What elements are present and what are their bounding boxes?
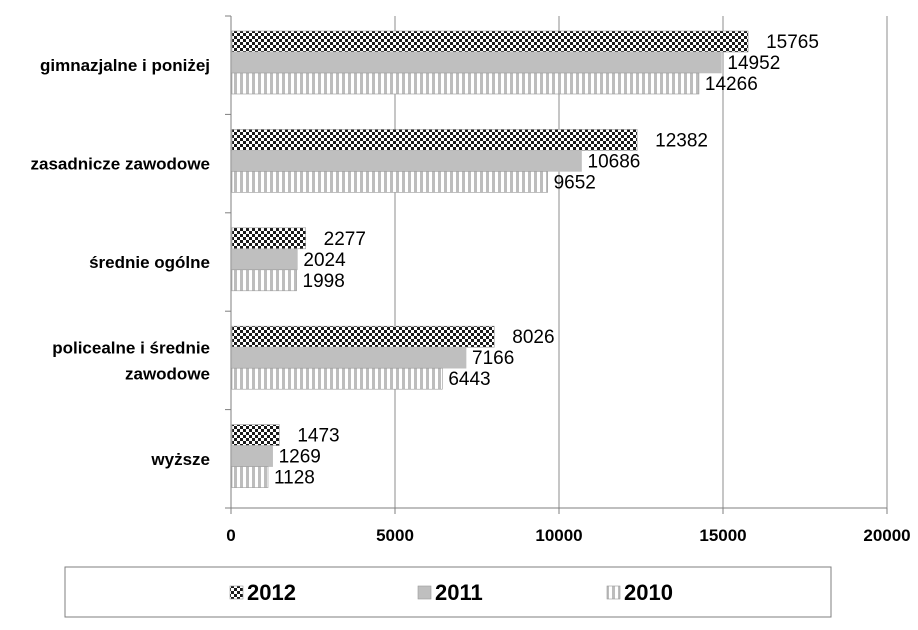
category-label: zasadnicze zawodowe xyxy=(31,155,211,174)
bar-2012 xyxy=(231,227,306,250)
labels: 0 5000 10000 15000 20000 gimnazjalne i poniże… xyxy=(31,32,911,545)
bar-2010 xyxy=(231,367,443,390)
bar-2010 xyxy=(231,72,700,95)
category-label: średnie ogólne xyxy=(89,253,210,272)
data-label: 14266 xyxy=(705,74,758,95)
x-tick-label: 5000 xyxy=(376,526,414,545)
bar-2011 xyxy=(231,51,722,74)
data-label: 1998 xyxy=(303,271,345,292)
bar-2011 xyxy=(231,150,582,172)
legend-label: 2010 xyxy=(624,580,673,605)
data-label: 1128 xyxy=(274,468,315,489)
bar-2011 xyxy=(231,445,273,467)
data-label: 6443 xyxy=(448,369,490,390)
legend-swatch-2011 xyxy=(417,585,432,600)
bar-2012 xyxy=(231,30,749,53)
category-label: wyższe xyxy=(150,450,210,469)
bar-2012 xyxy=(231,325,495,348)
bar-2011 xyxy=(231,346,467,369)
legend-swatch-2010 xyxy=(606,585,621,600)
data-label: 10686 xyxy=(588,151,641,172)
category-label: policealne i średnie zawodowe xyxy=(52,338,210,383)
data-label: 1473 xyxy=(297,426,339,447)
data-label: 9652 xyxy=(554,172,596,193)
data-label: 8026 xyxy=(512,327,554,348)
gridlines xyxy=(394,16,888,508)
data-label: 12382 xyxy=(655,130,708,151)
bar-2011 xyxy=(231,248,298,271)
data-label: 7166 xyxy=(472,348,514,369)
legend: 2012 2011 2010 xyxy=(64,566,832,618)
bar-2010 xyxy=(231,466,269,488)
bars xyxy=(231,30,749,488)
bar-2010 xyxy=(231,269,297,292)
x-tick-label: 0 xyxy=(226,526,235,545)
axes xyxy=(225,15,888,514)
legend-box xyxy=(64,566,832,618)
data-label: 15765 xyxy=(766,32,819,53)
x-tick-label: 10000 xyxy=(535,526,582,545)
category-label: gimnazjalne i poniżej xyxy=(40,56,210,75)
legend-label: 2012 xyxy=(247,580,296,605)
legend-label: 2011 xyxy=(435,580,483,605)
legend-swatch-2012 xyxy=(229,585,244,600)
x-tick-label: 20000 xyxy=(863,526,910,545)
data-label: 14952 xyxy=(727,53,780,74)
bar-2012 xyxy=(231,129,638,151)
bar-2012 xyxy=(231,424,280,446)
data-label: 2024 xyxy=(303,250,346,271)
bar-2010 xyxy=(231,171,548,193)
x-tick-label: 15000 xyxy=(699,526,746,545)
data-label: 2277 xyxy=(324,229,366,250)
data-label: 1269 xyxy=(279,447,321,468)
